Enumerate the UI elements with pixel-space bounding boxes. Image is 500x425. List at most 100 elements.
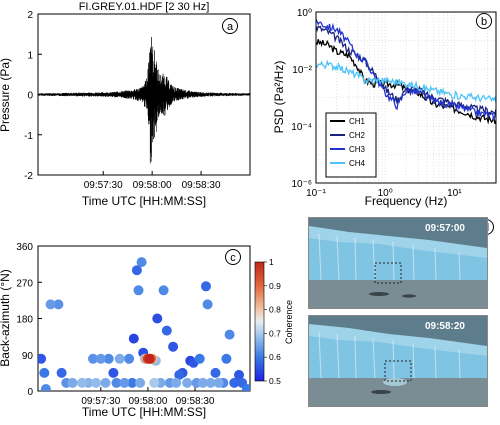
panel-b-frame — [315, 11, 497, 184]
panel-b-ytick-label: 10⁻⁴ — [291, 122, 312, 133]
back-azimuth-point — [88, 353, 98, 364]
psd-line-ch3 — [316, 18, 496, 121]
back-azimuth-point — [56, 367, 67, 378]
back-azimuth-point — [38, 353, 47, 364]
back-azimuth-point — [161, 325, 172, 336]
panel-b-xtick-label: 10⁰ — [378, 188, 393, 199]
panel-c-xtick-label: 09:57:30 — [81, 396, 120, 407]
panel-a-title: FI.GREY.01.HDF [2 30 Hz] — [79, 1, 210, 13]
back-azimuth-points — [38, 257, 250, 391]
back-azimuth-point — [182, 377, 193, 388]
colorbar-tick-label: 0.5 — [269, 376, 281, 386]
panel-c-ytick-label: 360 — [16, 242, 33, 253]
psd-legend-label: CH4 — [349, 159, 366, 168]
psd-legend: CH1 CH2 CH3 CH4 — [325, 112, 377, 178]
panel-a-xlabel: Time UTC [HH:MM:SS] — [82, 194, 206, 208]
psd-line-ch4 — [316, 59, 496, 103]
back-azimuth-point — [194, 353, 205, 364]
back-azimuth-point — [124, 353, 135, 364]
glacier-illustration — [309, 316, 487, 406]
back-azimuth-point — [149, 377, 160, 388]
back-azimuth-point — [152, 313, 163, 324]
back-azimuth-point — [114, 353, 125, 364]
panel-a-letter: a — [227, 21, 234, 33]
panel-b-ytick-label: 10⁻⁶ — [291, 179, 312, 190]
panel-a: FI.GREY.01.HDF [2 30 Hz] -2 -1 0 1 2 09:57:3… — [0, 1, 251, 208]
back-azimuth-point — [241, 384, 250, 391]
back-azimuth-point — [168, 341, 179, 352]
panel-c-xtick-label: 09:58:00 — [128, 396, 167, 407]
panel-c-ytick-label: 180 — [16, 315, 33, 326]
panel-b-ytick-label: 10⁰ — [297, 8, 312, 19]
panel-a-ytick-label: 1 — [27, 50, 33, 61]
back-azimuth-point — [213, 377, 224, 388]
panel-a-xtick-label: 09:58:00 — [133, 180, 172, 191]
back-azimuth-point — [39, 367, 50, 378]
panel-a-xtick-label: 09:58:30 — [182, 180, 221, 191]
back-azimuth-point — [91, 377, 102, 388]
coherence-colorbar-ticks: 0.5 0.6 0.7 0.8 0.9 1 — [264, 257, 281, 386]
panel-c-xticks: 09:57:30 09:58:00 09:58:30 — [81, 387, 215, 407]
panel-b-ytick-label: 10⁻² — [292, 65, 312, 76]
colorbar-tick-label: 0.6 — [269, 352, 281, 362]
panel-a-badge — [222, 18, 238, 34]
colorbar-tick-label: 0.9 — [269, 281, 281, 291]
panel-b-ticks: 10⁻¹ 10⁰ 10¹ 10⁰ 10⁻² 10⁻⁴ 10⁻⁶ — [291, 8, 462, 199]
panel-a-xticks: 09:57:30 09:58:00 09:58:30 — [84, 171, 221, 191]
panel-c-xtick-label: 09:58:30 — [176, 396, 215, 407]
panel-b-badge — [476, 13, 492, 29]
panel-b: 10⁻¹ 10⁰ 10¹ 10⁰ 10⁻² 10⁻⁴ 10⁻⁶ CH1 CH2 CH3 CH4 P… — [272, 8, 497, 208]
photo-timestamp-after: 09:58:20 — [424, 321, 465, 332]
panel-b-xtick-label: 10¹ — [447, 188, 462, 199]
panel-c-ylabel: Back-azimuth (°N) — [0, 269, 12, 366]
panel-a-ytick-label: 0 — [27, 91, 33, 102]
coherence-colorbar-label: Coherence — [284, 300, 294, 344]
back-azimuth-point — [221, 353, 232, 364]
panel-c-ytick-label: 0 — [27, 387, 33, 398]
panel-a-ytick-label: 2 — [27, 10, 33, 21]
panel-c-badge — [225, 249, 241, 265]
back-azimuth-point — [224, 329, 235, 340]
back-azimuth-point — [95, 353, 106, 364]
colorbar-tick-label: 0.8 — [269, 305, 281, 315]
glacier-illustration — [309, 218, 487, 308]
panel-c-letter: c — [230, 252, 236, 264]
back-azimuth-point — [128, 333, 139, 344]
psd-legend-box — [325, 112, 377, 178]
back-azimuth-point — [144, 353, 155, 364]
panel-a-xtick-label: 09:57:30 — [84, 180, 123, 191]
back-azimuth-point — [111, 377, 122, 388]
back-azimuth-point — [40, 384, 51, 391]
panel-c-ytick-label: 90 — [22, 351, 34, 362]
psd-legend-label: CH2 — [349, 131, 366, 140]
panel-a-ylabel: Pressure (Pa) — [0, 58, 12, 132]
psd-legend-label: CH1 — [349, 117, 366, 126]
panel-b-letter: b — [481, 16, 487, 28]
panel-b-xtick-label: 10⁻¹ — [306, 188, 326, 199]
glacier-photo-before: 09:57:00 — [308, 217, 488, 309]
back-azimuth-point — [103, 353, 114, 364]
back-azimuth-point — [136, 257, 147, 268]
back-azimuth-point — [229, 377, 240, 388]
panel-c-xlabel: Time UTC [HH:MM:SS] — [82, 405, 206, 419]
panel-c: 0 90 180 270 360 09:57:30 09:58:00 09:58:30 Ba… — [0, 242, 294, 419]
back-azimuth-point — [210, 367, 221, 378]
back-azimuth-point — [205, 377, 216, 388]
back-azimuth-point — [135, 377, 146, 388]
panel-b-ylabel: PSD (Pa²/Hz) — [272, 61, 286, 134]
coherence-colorbar — [254, 261, 265, 382]
panel-c-axes — [37, 245, 251, 392]
glacier-photo-after: 09:58:20 — [308, 315, 488, 407]
psd-lines — [316, 18, 496, 125]
back-azimuth-point — [131, 265, 142, 276]
back-azimuth-point — [53, 299, 64, 310]
back-azimuth-point — [100, 377, 111, 388]
back-azimuth-point — [127, 377, 138, 388]
colorbar-tick-label: 1 — [269, 257, 274, 267]
back-azimuth-point — [158, 285, 169, 296]
back-azimuth-point — [119, 377, 130, 388]
pressure-waveform — [38, 37, 250, 164]
back-azimuth-point — [197, 377, 208, 388]
back-azimuth-point — [174, 369, 185, 380]
